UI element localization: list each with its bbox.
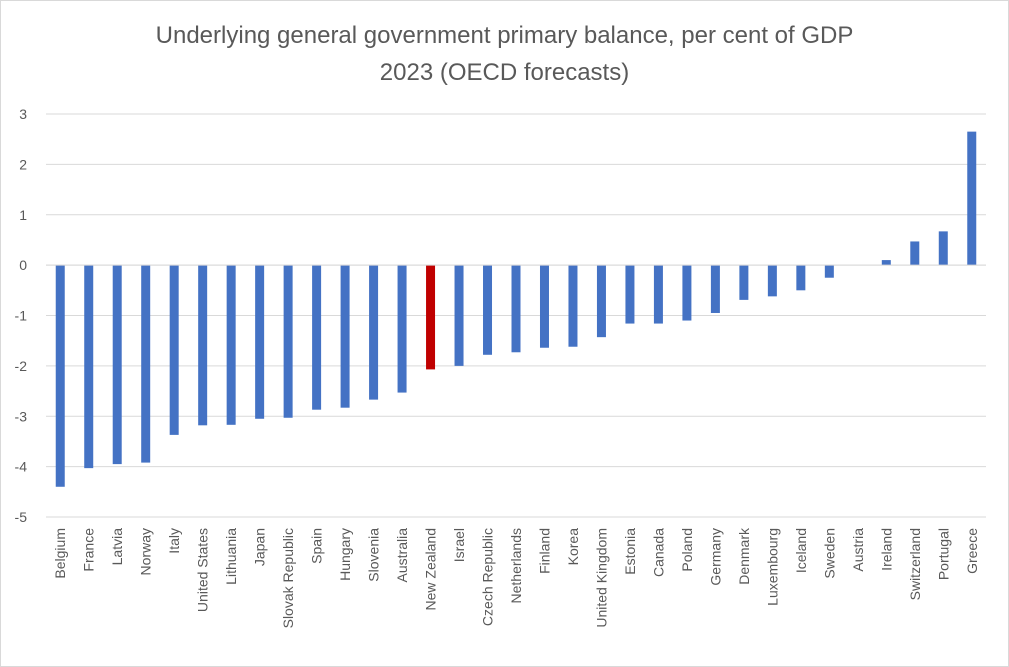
x-tick-label: Israel xyxy=(451,528,467,562)
y-tick-label: -3 xyxy=(15,408,28,424)
bar xyxy=(369,265,379,400)
bar xyxy=(483,265,493,355)
x-tick-label: Ireland xyxy=(878,528,894,571)
y-axis-ticks: 3 2 1 0 -1 -2 -3 -4 -5 xyxy=(15,106,28,525)
bar xyxy=(568,265,578,347)
x-tick-label: Finland xyxy=(536,528,552,574)
x-tick-label: Italy xyxy=(166,528,182,554)
bar xyxy=(340,265,350,408)
bar xyxy=(397,265,407,393)
bar xyxy=(226,265,236,425)
x-tick-label: Slovak Republic xyxy=(280,528,296,628)
x-tick-label: Australia xyxy=(394,528,410,583)
y-tick-label: -2 xyxy=(15,358,28,374)
bar xyxy=(682,265,692,321)
x-tick-label: Estonia xyxy=(622,528,638,575)
x-tick-label: Luxembourg xyxy=(764,528,780,606)
x-tick-label: Switzerland xyxy=(907,528,923,600)
bar xyxy=(454,265,464,366)
bar xyxy=(596,265,606,338)
x-tick-label: Denmark xyxy=(736,527,752,585)
y-tick-label: -1 xyxy=(15,308,28,324)
x-tick-label: Belgium xyxy=(52,528,68,579)
x-tick-label: Netherlands xyxy=(508,528,524,604)
bar xyxy=(767,265,777,297)
x-tick-label: Japan xyxy=(252,528,268,566)
y-tick-label: 2 xyxy=(19,156,27,172)
x-tick-label: Iceland xyxy=(793,528,809,573)
bar xyxy=(198,265,208,426)
x-tick-label: Czech Republic xyxy=(480,528,496,626)
x-tick-label: Poland xyxy=(679,528,695,572)
bar xyxy=(255,265,265,419)
bar xyxy=(112,265,122,465)
x-axis-labels: Belgium France Latvia Norway Italy United Sta… xyxy=(52,527,980,628)
bar xyxy=(710,265,720,313)
bar xyxy=(967,131,977,266)
x-tick-label: Latvia xyxy=(109,528,125,566)
x-tick-label: United Kingdom xyxy=(593,528,609,628)
bar xyxy=(938,231,948,266)
bar xyxy=(910,241,920,266)
bar xyxy=(55,265,65,487)
x-tick-label: Sweden xyxy=(821,528,837,579)
x-tick-label: Norway xyxy=(138,528,154,575)
bar xyxy=(653,265,663,324)
y-tick-label: -5 xyxy=(15,509,28,525)
chart-title: Underlying general government primary ba… xyxy=(155,22,854,49)
x-tick-label: Korea xyxy=(565,528,581,566)
x-tick-label: Canada xyxy=(650,528,666,577)
x-tick-label: Greece xyxy=(964,528,980,574)
chart-subtitle: 2023 (OECD forecasts) xyxy=(379,59,630,86)
x-tick-label: France xyxy=(81,528,97,572)
bar xyxy=(84,265,94,469)
bar xyxy=(426,265,436,370)
x-tick-label: Portugal xyxy=(935,528,951,580)
bar xyxy=(625,265,635,324)
x-tick-label: United States xyxy=(195,528,211,612)
bar xyxy=(283,265,293,418)
y-tick-label: 0 xyxy=(19,257,27,273)
x-tick-label: Germany xyxy=(707,528,723,586)
x-tick-label: Lithuania xyxy=(223,528,239,585)
bar xyxy=(169,265,179,435)
bars xyxy=(55,131,977,487)
y-tick-label: -4 xyxy=(15,459,28,475)
x-tick-label: Austria xyxy=(850,528,866,572)
x-tick-label: Hungary xyxy=(337,528,353,581)
bar xyxy=(881,260,891,266)
bar xyxy=(312,265,322,410)
bar xyxy=(824,265,834,278)
bar xyxy=(141,265,151,463)
y-tick-label: 1 xyxy=(19,207,27,223)
y-tick-label: 3 xyxy=(19,106,27,122)
x-tick-label: Slovenia xyxy=(366,528,382,582)
bar xyxy=(539,265,549,348)
x-tick-label: Spain xyxy=(309,528,325,564)
bar xyxy=(796,265,806,291)
bar xyxy=(511,265,521,353)
x-tick-label: New Zealand xyxy=(423,528,439,611)
bar xyxy=(739,265,749,300)
